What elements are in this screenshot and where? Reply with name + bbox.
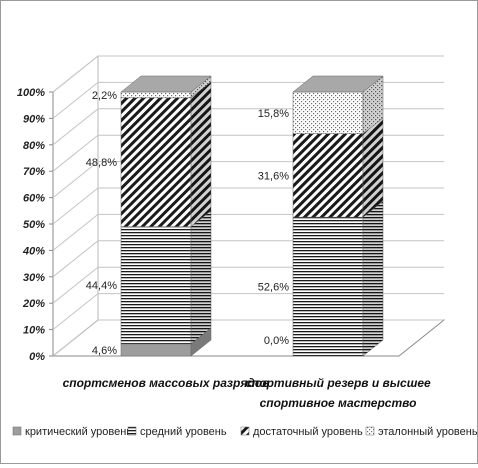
data-label: 44,4% — [86, 280, 117, 292]
y-tick-label: 20% — [22, 298, 45, 310]
data-label: 4,6% — [92, 345, 117, 357]
gridline — [52, 187, 444, 225]
bar-segment-front — [292, 91, 364, 134]
bar-segment-front — [292, 133, 364, 218]
category-label: спортивное мастерство — [260, 396, 417, 410]
gridline — [52, 108, 444, 146]
gridline — [52, 213, 444, 251]
bar-side-shade — [191, 81, 211, 227]
category-labels: спортсменов массовых разрядовспортивный … — [63, 376, 431, 410]
legend: критический уровень средний уровень достат… — [12, 426, 478, 438]
bar-top-face — [292, 75, 384, 93]
y-tick-label: 80% — [23, 140, 45, 152]
legend-swatch — [240, 426, 250, 436]
y-tick-label: 30% — [23, 272, 45, 284]
y-tick-label: 0% — [29, 351, 45, 363]
bar-segment-front — [120, 343, 192, 357]
legend-swatch — [12, 426, 22, 436]
legend-swatch — [127, 426, 137, 436]
bar-segment-front — [120, 226, 192, 345]
legend-label: критический уровень — [25, 426, 132, 438]
legend-swatch — [365, 426, 375, 436]
y-tick-label: 90% — [23, 113, 45, 125]
data-label: 0,0% — [264, 335, 289, 347]
data-label: 48,8% — [86, 157, 117, 169]
legend-label: средний уровень — [140, 426, 227, 438]
data-label: 15,8% — [258, 108, 289, 120]
data-labels: 4,6% 44,4% 48,8% 2,2% 0,0% 52,6% 31,6% 15,8% — [86, 90, 289, 357]
y-tick-label: 60% — [23, 193, 45, 205]
bar-side-shade — [363, 201, 383, 356]
bar-segment-front — [292, 216, 364, 357]
y-axis-ticks: 0% 10% 20% 30% 40% 50% 60% 70% 80% 90% 100% — [17, 87, 53, 363]
back-wall-top-edge — [52, 55, 444, 93]
y-tick-label: 70% — [23, 166, 45, 178]
data-label: 52,6% — [258, 282, 289, 294]
data-label: 31,6% — [258, 170, 289, 182]
bar-side-shade — [191, 210, 211, 344]
legend-label: эталонный уровень — [378, 426, 477, 438]
y-tick-label: 40% — [22, 245, 45, 257]
category-label: спортивный резерв и высшее — [245, 376, 431, 390]
gridline — [52, 55, 444, 93]
gridline — [52, 240, 444, 278]
data-label: 2,2% — [92, 90, 117, 102]
bar-side-shade — [363, 76, 383, 134]
bar-top-face — [120, 75, 212, 93]
bar-segment-front — [120, 97, 192, 227]
y-tick-label: 100% — [17, 87, 45, 99]
y-tick-label: 50% — [23, 219, 45, 231]
bar-side-shade — [363, 117, 383, 218]
y-tick-label: 10% — [23, 325, 45, 337]
bar-segment-front — [120, 91, 192, 99]
bars — [120, 75, 384, 357]
bar-side-shade — [191, 76, 211, 98]
legend-label: достаточный уровень — [253, 426, 363, 438]
category-label: спортсменов массовых разрядов — [63, 376, 270, 390]
gridline — [52, 293, 444, 330]
